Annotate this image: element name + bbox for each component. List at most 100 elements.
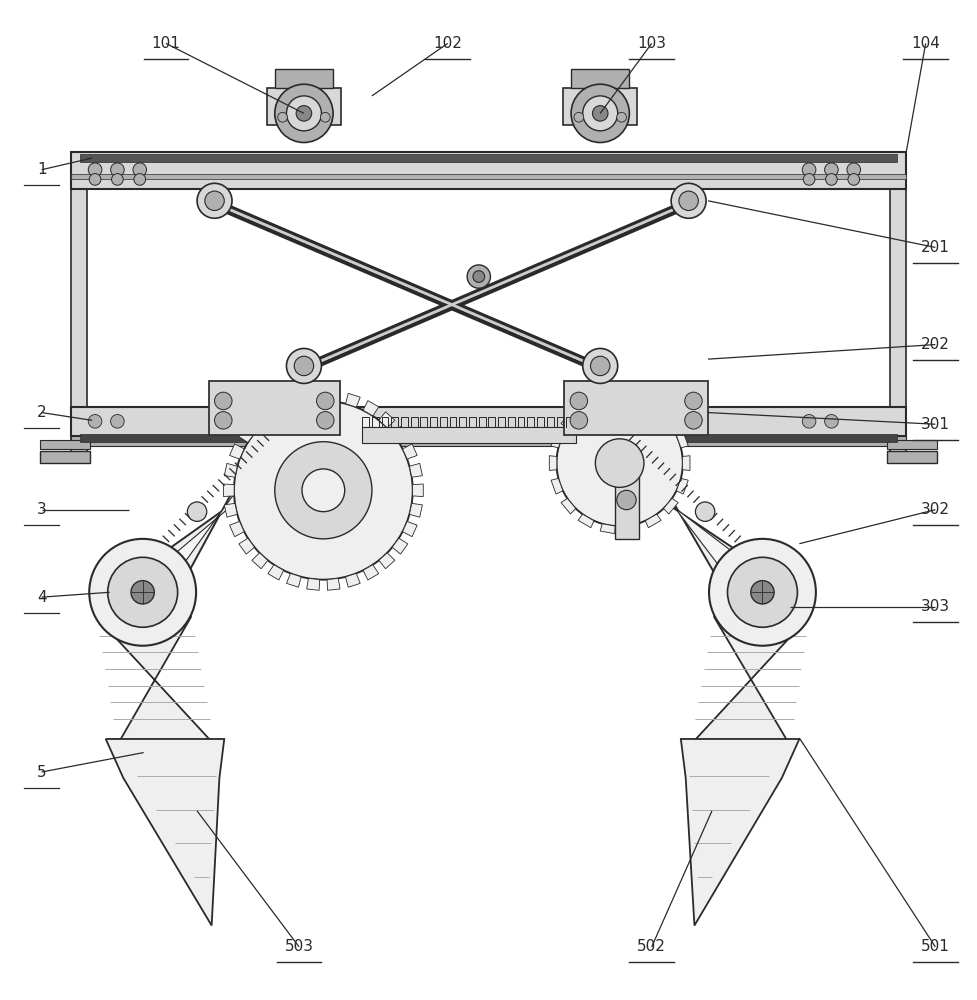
Circle shape (317, 412, 334, 429)
Circle shape (825, 415, 838, 428)
Polygon shape (409, 503, 422, 517)
Bar (615, 461, 639, 539)
Circle shape (616, 490, 636, 510)
Polygon shape (624, 524, 639, 534)
Polygon shape (224, 484, 234, 497)
Circle shape (111, 174, 123, 185)
Circle shape (582, 348, 617, 383)
Polygon shape (363, 565, 379, 580)
Circle shape (197, 183, 233, 218)
Circle shape (131, 581, 154, 604)
Circle shape (133, 163, 147, 177)
Bar (70, 152, 907, 189)
Text: 303: 303 (920, 599, 950, 614)
Circle shape (616, 112, 626, 122)
Bar (70, 187, 87, 461)
Bar (70, 174, 907, 179)
Circle shape (302, 469, 345, 512)
Polygon shape (549, 456, 557, 470)
Circle shape (685, 392, 702, 410)
Polygon shape (286, 393, 301, 407)
Circle shape (728, 557, 797, 627)
Circle shape (110, 415, 124, 428)
Circle shape (803, 174, 815, 185)
Polygon shape (268, 565, 283, 580)
Circle shape (595, 439, 644, 487)
Circle shape (215, 412, 233, 429)
Polygon shape (676, 432, 688, 448)
Circle shape (294, 356, 314, 376)
Polygon shape (379, 553, 395, 569)
Circle shape (275, 442, 372, 539)
Text: 103: 103 (637, 36, 666, 51)
Polygon shape (238, 538, 254, 554)
Bar (70, 407, 907, 436)
Bar (887, 451, 937, 463)
Circle shape (590, 356, 610, 376)
Polygon shape (663, 412, 678, 428)
Polygon shape (561, 412, 575, 428)
Polygon shape (252, 412, 268, 428)
Circle shape (286, 348, 321, 383)
Polygon shape (307, 390, 319, 402)
Polygon shape (225, 463, 237, 477)
Text: 501: 501 (921, 939, 950, 954)
Circle shape (847, 163, 861, 177)
Polygon shape (346, 573, 361, 587)
Text: 2: 2 (37, 405, 47, 420)
Polygon shape (676, 478, 688, 494)
Bar (80, 154, 897, 162)
Circle shape (320, 112, 330, 122)
Circle shape (205, 191, 225, 211)
Circle shape (473, 271, 485, 282)
Circle shape (573, 112, 583, 122)
Polygon shape (561, 498, 575, 514)
Bar (70, 436, 907, 446)
Circle shape (286, 96, 321, 131)
Bar (209, 381, 340, 435)
Polygon shape (379, 412, 395, 428)
Circle shape (215, 392, 233, 410)
Polygon shape (129, 435, 316, 592)
Circle shape (825, 163, 838, 177)
Polygon shape (578, 435, 786, 592)
Text: 101: 101 (151, 36, 181, 51)
Bar (40, 451, 90, 463)
Circle shape (188, 502, 207, 521)
Bar (362, 427, 575, 443)
Circle shape (592, 106, 608, 121)
Polygon shape (683, 456, 690, 470)
Circle shape (582, 96, 617, 131)
Circle shape (709, 539, 816, 646)
Bar (890, 187, 907, 461)
Text: 201: 201 (921, 240, 950, 255)
Polygon shape (106, 739, 225, 925)
Polygon shape (624, 393, 639, 402)
Text: 3: 3 (37, 502, 47, 517)
Text: 301: 301 (921, 417, 950, 432)
Polygon shape (392, 426, 407, 442)
Circle shape (826, 174, 837, 185)
Polygon shape (681, 739, 799, 925)
Circle shape (275, 84, 333, 143)
Polygon shape (252, 553, 268, 569)
Text: 502: 502 (637, 939, 666, 954)
Circle shape (467, 265, 490, 288)
Circle shape (296, 106, 312, 121)
Polygon shape (551, 432, 563, 448)
Text: 4: 4 (37, 590, 47, 605)
Polygon shape (600, 524, 616, 534)
Circle shape (277, 112, 287, 122)
Polygon shape (225, 503, 237, 517)
Circle shape (802, 163, 816, 177)
Polygon shape (307, 578, 319, 590)
Circle shape (679, 191, 699, 211)
Polygon shape (107, 435, 329, 592)
Circle shape (107, 557, 178, 627)
Polygon shape (691, 617, 809, 745)
Bar (887, 440, 937, 449)
Text: 302: 302 (921, 502, 950, 517)
Circle shape (802, 415, 816, 428)
Polygon shape (230, 521, 244, 537)
Polygon shape (551, 478, 563, 494)
